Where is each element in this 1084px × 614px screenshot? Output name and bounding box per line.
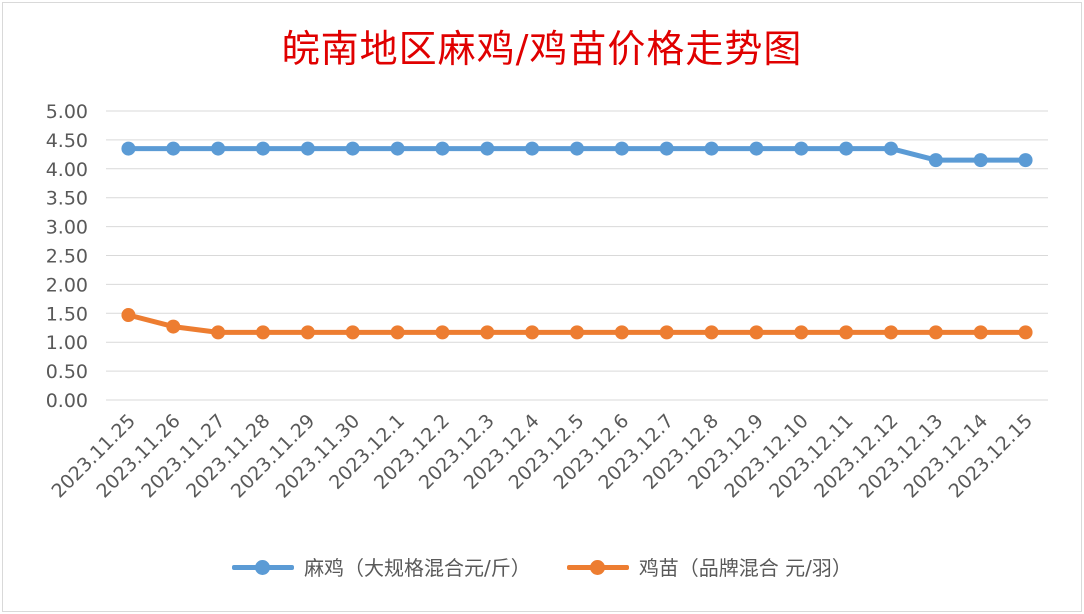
series-layer	[121, 141, 1033, 340]
data-point-series-1	[390, 141, 405, 156]
data-point-series-2	[839, 325, 854, 340]
data-point-series-1	[121, 141, 136, 156]
data-point-series-1	[525, 141, 540, 156]
y-axis-ticks: 0.00 0.50 1.00 1.50 2.00 2.50 3.00 3.50 4.00 4.50…	[46, 101, 88, 412]
y-tick-label: 0.50	[46, 361, 88, 383]
y-tick-label: 5.00	[46, 101, 88, 123]
y-tick-label: 1.00	[46, 332, 88, 354]
y-tick-label: 4.00	[46, 159, 88, 181]
data-point-series-2	[256, 325, 270, 340]
data-point-series-1	[973, 153, 988, 168]
data-point-series-2	[884, 325, 898, 340]
data-point-series-2	[435, 325, 450, 340]
data-point-series-2	[570, 325, 584, 340]
y-tick-label: 1.50	[46, 303, 88, 325]
data-point-series-1	[928, 153, 943, 168]
legend-label-series-1: 麻鸡（大规格混合元/斤）	[304, 556, 531, 580]
data-point-series-2	[525, 325, 540, 340]
data-point-series-2	[1018, 325, 1033, 340]
legend: 麻鸡（大规格混合元/斤） 鸡苗（品牌混合 元/羽）	[0, 552, 1084, 581]
data-point-series-1	[704, 141, 719, 156]
y-tick-label: 2.00	[46, 274, 88, 296]
data-point-series-2	[390, 325, 405, 340]
data-point-series-1	[345, 141, 360, 156]
data-point-series-2	[928, 325, 943, 340]
data-point-series-1	[794, 141, 809, 156]
y-tick-label: 3.50	[46, 188, 88, 210]
data-point-series-2	[659, 325, 674, 340]
data-point-series-1	[435, 141, 450, 156]
y-tick-label: 3.00	[46, 217, 88, 239]
data-point-series-2	[300, 325, 315, 340]
legend-item-series-1: 麻鸡（大规格混合元/斤）	[232, 552, 531, 581]
data-point-series-1	[211, 141, 226, 156]
data-point-series-1	[1018, 153, 1033, 168]
data-point-series-1	[256, 141, 270, 156]
data-point-series-2	[345, 325, 360, 340]
gridlines	[106, 110, 1048, 401]
data-point-series-2	[166, 319, 181, 334]
data-point-series-1	[884, 141, 898, 156]
data-point-series-1	[749, 141, 764, 156]
legend-swatch-series-1	[232, 559, 295, 575]
data-point-series-1	[166, 141, 181, 156]
data-point-series-2	[749, 325, 764, 340]
y-tick-label: 0.00	[46, 390, 88, 412]
chart-title: 皖南地区麻鸡/鸡苗价格走势图	[281, 27, 803, 71]
data-point-series-1	[300, 141, 315, 156]
data-point-series-1	[839, 141, 854, 156]
data-point-series-2	[121, 308, 136, 323]
data-point-series-2	[973, 325, 988, 340]
data-point-series-2	[211, 325, 226, 340]
data-point-series-2	[704, 325, 719, 340]
y-tick-label: 2.50	[46, 246, 88, 268]
y-tick-label: 4.50	[46, 130, 88, 152]
data-point-series-1	[614, 141, 629, 156]
legend-label-series-2: 鸡苗（品牌混合 元/羽）	[638, 556, 852, 580]
data-point-series-2	[480, 325, 495, 340]
data-point-series-2	[614, 325, 629, 340]
legend-swatch-series-2	[566, 559, 629, 575]
x-axis-ticks: 2023.11.252023.11.262023.11.272023.11.28…	[47, 410, 1037, 502]
data-point-series-2	[794, 325, 809, 340]
legend-item-series-2: 鸡苗（品牌混合 元/羽）	[566, 552, 852, 581]
data-point-series-1	[659, 141, 674, 156]
data-point-series-1	[570, 141, 584, 156]
data-point-series-1	[480, 141, 495, 156]
